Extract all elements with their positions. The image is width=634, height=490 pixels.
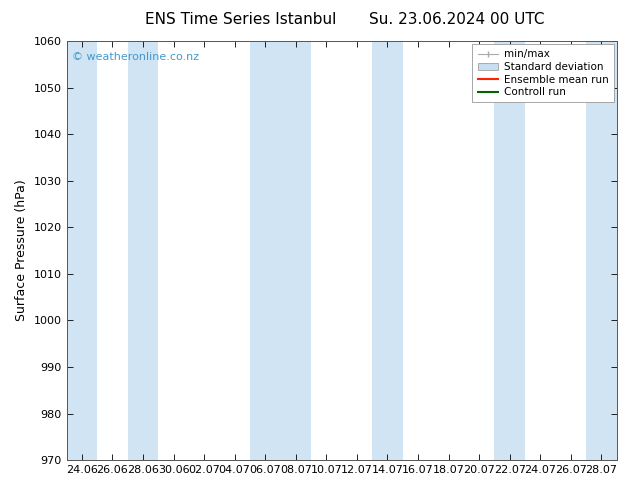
Bar [67,41,97,460]
Y-axis label: Surface Pressure (hPa): Surface Pressure (hPa) [15,180,28,321]
Text: ENS Time Series Istanbul: ENS Time Series Istanbul [145,12,337,27]
Bar [127,41,158,460]
Legend: min/max, Standard deviation, Ensemble mean run, Controll run: min/max, Standard deviation, Ensemble me… [472,44,614,102]
Bar [250,41,311,460]
Text: © weatheronline.co.nz: © weatheronline.co.nz [72,51,199,62]
Bar [586,41,619,460]
Bar [495,41,525,460]
Bar [372,41,403,460]
Text: Su. 23.06.2024 00 UTC: Su. 23.06.2024 00 UTC [369,12,544,27]
